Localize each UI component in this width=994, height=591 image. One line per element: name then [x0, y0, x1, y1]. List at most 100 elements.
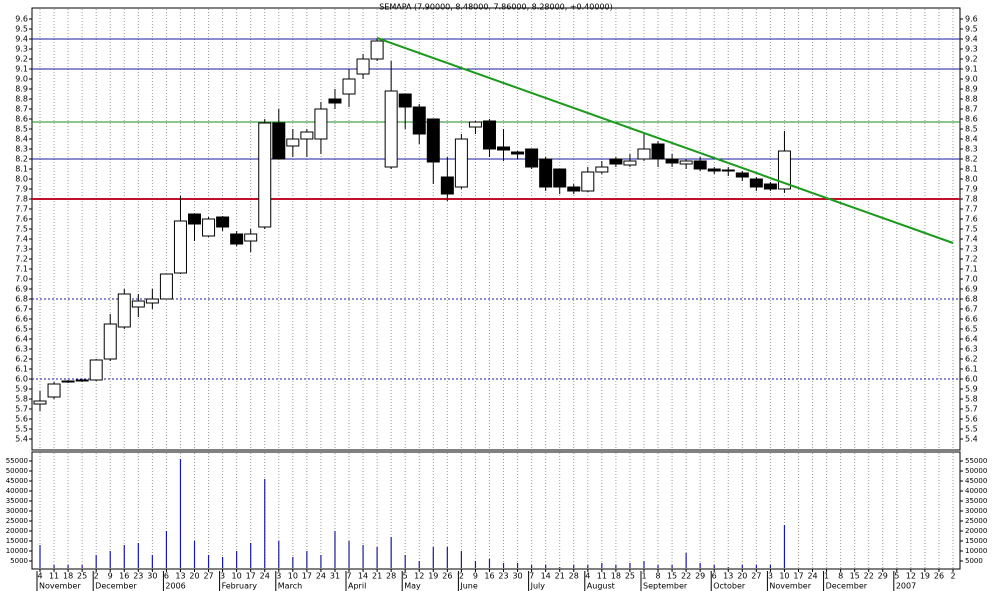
y-tick-label: 7.3 — [15, 245, 28, 254]
candle-body — [117, 293, 131, 328]
candle-body — [468, 121, 482, 128]
y-tick-label: 7.5 — [15, 225, 28, 234]
x-tick-label: 8 — [838, 572, 843, 581]
y-tick-label: 9.0 — [965, 75, 978, 84]
volume-tick-label: 35000 — [6, 497, 28, 505]
volume-tick-label: 50000 — [965, 467, 987, 475]
x-tick-label: 3 — [276, 572, 281, 581]
candle-body — [145, 298, 159, 304]
volume-tick-label: 5000 — [965, 557, 983, 565]
x-tick-label: 21 — [372, 572, 382, 581]
month-label: July — [530, 582, 546, 591]
candle-body — [721, 169, 735, 172]
y-tick-label: 6.6 — [965, 315, 978, 324]
y-tick-label: 9.1 — [965, 65, 978, 74]
candle-body — [258, 122, 272, 228]
y-tick-label: 9.5 — [965, 25, 978, 34]
x-tick-label: 28 — [569, 572, 579, 581]
x-tick-label: 10 — [779, 572, 789, 581]
volume-tick-label: 10000 — [6, 547, 28, 555]
y-tick-label: 8.3 — [15, 145, 28, 154]
y-tick-label: 7.0 — [965, 275, 978, 284]
x-tick-label: 24 — [316, 572, 326, 581]
y-tick-label: 9.1 — [15, 65, 28, 74]
volume-tick-label: 5000 — [10, 557, 28, 565]
x-tick-label: 6 — [164, 572, 169, 581]
y-tick-label: 8.7 — [15, 105, 28, 114]
x-tick-label: 23 — [498, 572, 508, 581]
month-label: August — [587, 582, 615, 591]
candle-body — [482, 120, 496, 150]
x-tick-label: 25 — [625, 572, 635, 581]
x-tick-label: 30 — [512, 572, 522, 581]
month-label: September — [643, 582, 688, 591]
x-tick-label: 17 — [793, 572, 803, 581]
y-tick-label: 9.6 — [965, 15, 978, 24]
candle-body — [244, 233, 258, 242]
y-tick-label: 6.9 — [965, 285, 978, 294]
candle-body — [202, 218, 216, 237]
y-tick-label: 8.2 — [15, 155, 28, 164]
month-label: February — [222, 582, 258, 591]
y-tick-label: 9.4 — [965, 35, 978, 44]
y-tick-label: 7.9 — [15, 185, 28, 194]
month-label: October — [713, 582, 746, 591]
x-tick-label: 27 — [751, 572, 761, 581]
candle-body — [665, 158, 679, 164]
x-tick-label: 7 — [529, 572, 534, 581]
y-tick-label: 7.7 — [15, 205, 28, 214]
x-tick-label: 2 — [459, 572, 464, 581]
month-label: 2006 — [165, 582, 185, 591]
candle-body — [272, 122, 286, 160]
y-tick-label: 6.5 — [965, 325, 978, 334]
candle-body — [75, 379, 89, 382]
y-tick-label: 6.7 — [15, 305, 28, 314]
x-tick-label: 28 — [386, 572, 396, 581]
x-tick-label: 30 — [147, 572, 157, 581]
x-tick-label: 20 — [189, 572, 199, 581]
x-tick-label: 19 — [920, 572, 930, 581]
y-tick-label: 5.9 — [15, 385, 28, 394]
volume-tick-label: 10000 — [965, 547, 987, 555]
candle-body — [370, 40, 384, 60]
x-tick-label: 18 — [63, 572, 73, 581]
volume-tick-label: 50000 — [6, 467, 28, 475]
y-tick-label: 8.0 — [965, 175, 978, 184]
volume-tick-label: 20000 — [6, 527, 28, 535]
volume-frame — [31, 451, 961, 570]
y-tick-label: 7.3 — [965, 245, 978, 254]
y-tick-label: 7.6 — [965, 215, 978, 224]
month-label: May — [404, 582, 421, 591]
y-tick-label: 9.2 — [965, 55, 978, 64]
x-tick-label: 17 — [246, 572, 256, 581]
y-tick-label: 6.0 — [15, 375, 28, 384]
x-tick-label: 5 — [894, 572, 899, 581]
y-tick-label: 7.7 — [965, 205, 978, 214]
y-tick-label: 6.9 — [15, 285, 28, 294]
x-tick-label: 1 — [824, 572, 829, 581]
x-tick-label: 14 — [358, 572, 368, 581]
candle-body — [735, 172, 749, 178]
month-label: November — [39, 582, 81, 591]
candle-body — [595, 166, 609, 173]
x-tick-label: 29 — [695, 572, 705, 581]
trend-line — [376, 37, 954, 244]
y-tick-label: 8.3 — [965, 145, 978, 154]
candle-body — [159, 273, 173, 300]
x-tick-label: 26 — [934, 572, 944, 581]
x-tick-label: 22 — [681, 572, 691, 581]
y-tick-label: 9.3 — [965, 45, 978, 54]
x-tick-label: 12 — [906, 572, 916, 581]
candle-body — [342, 78, 356, 95]
x-tick-label: 27 — [203, 572, 213, 581]
candle-body — [454, 138, 468, 188]
y-tick-label: 8.4 — [965, 135, 978, 144]
candle-body — [609, 158, 623, 165]
chart-title: SEMAPA (7.90000, 8.48000, 7.86000, 8.280… — [379, 3, 613, 12]
y-tick-label: 8.9 — [15, 85, 28, 94]
x-tick-label: 11 — [49, 572, 59, 581]
x-tick-label: 5 — [403, 572, 408, 581]
candle-body — [384, 90, 398, 168]
volume-tick-label: 55000 — [6, 457, 28, 465]
